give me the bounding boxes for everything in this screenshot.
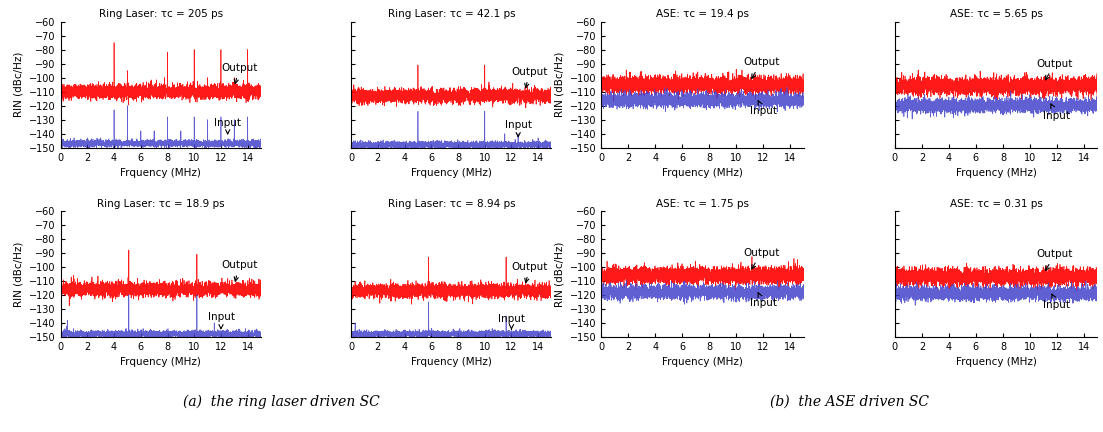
Text: Input: Input <box>499 314 525 329</box>
Y-axis label: RIN (dBc/Hz): RIN (dBc/Hz) <box>13 52 23 118</box>
Y-axis label: RIN (dBc/Hz): RIN (dBc/Hz) <box>554 52 564 118</box>
Text: Input: Input <box>1043 294 1070 310</box>
Text: Input: Input <box>750 293 777 308</box>
X-axis label: Frquency (MHz): Frquency (MHz) <box>120 168 201 178</box>
Y-axis label: RIN (dBc/Hz): RIN (dBc/Hz) <box>13 241 23 307</box>
Text: Output: Output <box>512 262 548 283</box>
Text: Output: Output <box>1037 249 1073 270</box>
Title: Ring Laser: τc = 205 ps: Ring Laser: τc = 205 ps <box>99 10 223 19</box>
Title: ASE: τc = 1.75 ps: ASE: τc = 1.75 ps <box>656 199 749 209</box>
Text: Output: Output <box>512 67 548 88</box>
Title: ASE: τc = 19.4 ps: ASE: τc = 19.4 ps <box>656 10 749 19</box>
Text: (b)  the ASE driven SC: (b) the ASE driven SC <box>770 395 929 409</box>
Title: Ring Laser: τc = 8.94 ps: Ring Laser: τc = 8.94 ps <box>387 199 515 209</box>
X-axis label: Frquency (MHz): Frquency (MHz) <box>411 168 492 178</box>
X-axis label: Frquency (MHz): Frquency (MHz) <box>662 357 742 367</box>
X-axis label: Frquency (MHz): Frquency (MHz) <box>662 168 742 178</box>
X-axis label: Frquency (MHz): Frquency (MHz) <box>120 357 201 367</box>
Y-axis label: RIN (dBc/Hz): RIN (dBc/Hz) <box>554 241 564 307</box>
Text: Input: Input <box>505 121 532 137</box>
Text: Output: Output <box>221 63 257 83</box>
Text: Output: Output <box>1037 59 1073 80</box>
X-axis label: Frquency (MHz): Frquency (MHz) <box>411 357 492 367</box>
Text: Output: Output <box>221 260 257 281</box>
X-axis label: Frquency (MHz): Frquency (MHz) <box>956 168 1037 178</box>
Text: Output: Output <box>743 57 780 78</box>
Text: (a)  the ring laser driven SC: (a) the ring laser driven SC <box>183 394 379 409</box>
X-axis label: Frquency (MHz): Frquency (MHz) <box>956 357 1037 367</box>
Title: Ring Laser: τc = 18.9 ps: Ring Laser: τc = 18.9 ps <box>97 199 225 209</box>
Text: Input: Input <box>214 118 242 134</box>
Text: Input: Input <box>750 101 777 116</box>
Text: Output: Output <box>743 248 780 269</box>
Title: ASE: τc = 5.65 ps: ASE: τc = 5.65 ps <box>950 10 1042 19</box>
Title: ASE: τc = 0.31 ps: ASE: τc = 0.31 ps <box>950 199 1042 209</box>
Text: Input: Input <box>1043 104 1070 121</box>
Text: Input: Input <box>207 312 235 329</box>
Title: Ring Laser: τc = 42.1 ps: Ring Laser: τc = 42.1 ps <box>387 10 515 19</box>
